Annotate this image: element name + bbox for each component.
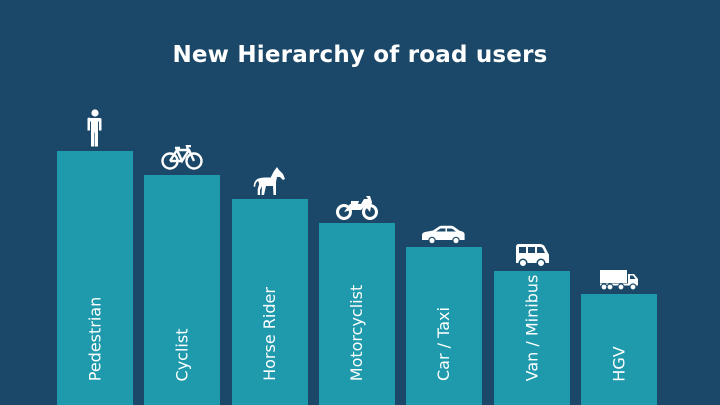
pedestrian-icon	[87, 109, 103, 151]
van-icon	[514, 243, 550, 273]
car-icon	[419, 225, 467, 249]
bar-label: Car / Taxi	[433, 307, 453, 381]
bar-label: HGV	[609, 345, 629, 382]
bar-car-taxi: Car / Taxi	[406, 247, 482, 405]
bar-label: Pedestrian	[84, 296, 104, 381]
page-title: New Hierarchy of road users	[172, 42, 548, 68]
bicycle-icon	[161, 144, 203, 175]
bar-motorcyclist: Motorcyclist	[319, 223, 395, 405]
motorcycle-icon	[335, 193, 379, 225]
bar-hgv: HGV	[581, 294, 657, 405]
lorry-icon	[599, 269, 639, 295]
bar-label: Cyclist	[171, 328, 191, 381]
bar-van-minibus: Van / Minibus	[494, 271, 570, 405]
bar-pedestrian: Pedestrian	[57, 151, 133, 405]
bar-label: Horse Rider	[259, 287, 279, 381]
bar-horse-rider: Horse Rider	[232, 199, 308, 405]
bar-label: Van / Minibus	[521, 274, 541, 381]
bar-label: Motorcyclist	[347, 284, 367, 382]
horse-icon	[253, 166, 287, 200]
bar-cyclist: Cyclist	[144, 175, 220, 405]
